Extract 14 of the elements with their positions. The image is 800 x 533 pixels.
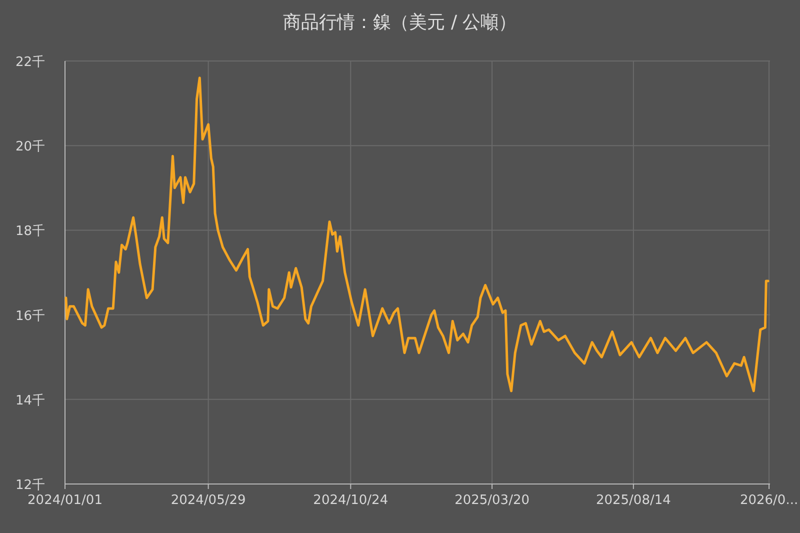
x-tick-label: 2025/03/20	[454, 493, 530, 508]
x-tick-label: 2024/05/29	[170, 493, 246, 508]
chart-title: 商品行情：鎳（美元 / 公噸）	[283, 12, 517, 33]
y-tick-label: 14千	[15, 393, 45, 408]
x-tick-label: 2024/10/24	[313, 493, 388, 508]
y-tick-label: 12千	[15, 478, 45, 493]
y-tick-label: 18千	[15, 224, 45, 240]
y-tick-label: 16千	[15, 308, 45, 324]
y-tick-label: 20千	[15, 140, 45, 155]
x-tick-label: 2025/08/14	[596, 493, 671, 508]
x-tick-label: 2026/0...	[740, 493, 798, 508]
x-tick-label: 2024/01/01	[28, 493, 102, 508]
y-tick-label: 22千	[15, 55, 45, 70]
line-series	[64, 76, 770, 392]
